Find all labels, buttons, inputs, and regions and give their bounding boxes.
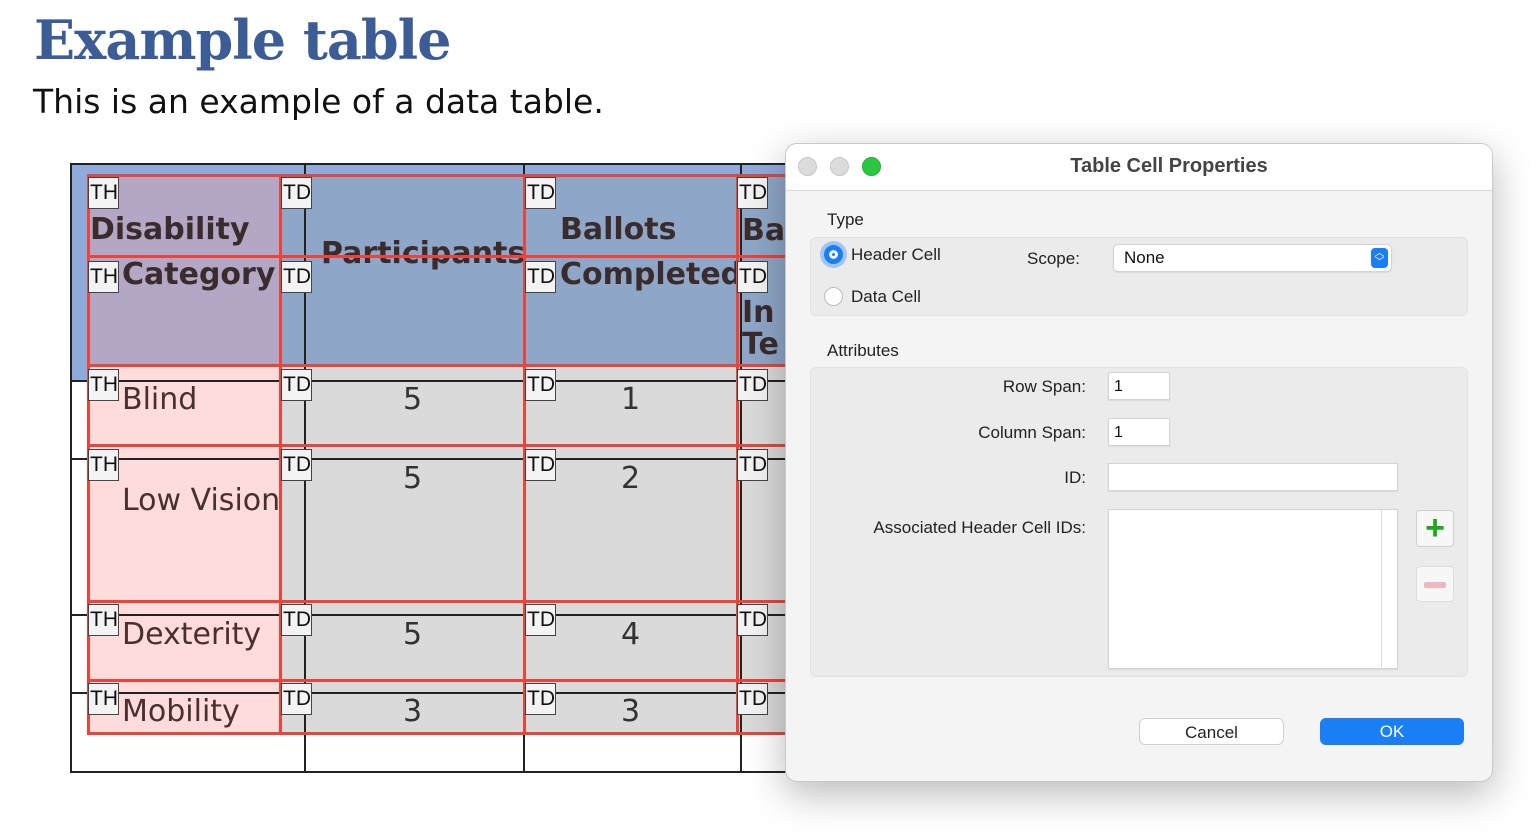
cell-tag-outline [279,364,526,447]
zoom-window-button[interactable] [862,157,881,176]
td-tag-badge: TD [281,177,312,209]
row-ballots-completed: 4 [621,617,641,652]
th-body-fill [87,364,279,732]
th-tag-badge: TH [88,369,119,401]
dialog-titlebar: Table Cell Properties [786,144,1492,191]
close-window-button[interactable] [798,157,817,176]
row-ballots-completed: 3 [621,694,641,729]
cell-tag-outline [279,679,526,735]
td-tag-badge: TD [525,261,556,293]
scope-label: Scope: [1027,249,1080,268]
list-scrollbar[interactable] [1381,510,1382,668]
td-tag-badge: TD [525,177,556,209]
td-tag-badge: TD [281,449,312,481]
table-cell-properties-dialog: Table Cell Properties Type Header Cell D… [785,143,1493,782]
header-col4-fragment: In [742,295,775,330]
row-category: Dexterity [122,617,262,652]
attributes-section-label: Attributes [827,341,899,360]
column-span-label: Column Span: [978,423,1086,442]
header-ballots: Ballots [560,212,677,247]
remove-header-id-button[interactable] [1416,566,1454,602]
row-participants: 5 [403,461,423,496]
ok-button[interactable]: OK [1320,718,1464,745]
associated-header-ids-list[interactable] [1108,509,1398,669]
td-body-fill [279,364,790,732]
row-ballots-completed: 2 [621,461,641,496]
td-tag-badge: TD [525,604,556,636]
table-gridline [70,458,790,460]
header-col4-fragment: Ba [742,213,786,248]
scope-select[interactable]: None ︿ ﹀ [1113,244,1392,272]
id-input[interactable] [1108,463,1398,491]
header-cell-radio[interactable] [824,245,843,264]
chevron-updown-icon: ︿ ﹀ [1371,248,1388,268]
th-tag-badge: TH [88,683,119,715]
td-tag-badge: TD [281,369,312,401]
header-category: Category [122,257,276,292]
column-span-input[interactable]: 1 [1108,418,1170,446]
row-span-label: Row Span: [1002,377,1086,396]
table-gridline [70,692,790,694]
row-category: Blind [122,382,198,417]
td-tag-badge: TD [281,261,312,293]
td-tag-badge: TD [525,683,556,715]
row-ballots-completed: 1 [621,382,641,417]
td-tag-badge: TD [737,449,768,481]
id-label: ID: [1064,468,1086,487]
dialog-title: Table Cell Properties [1070,155,1268,177]
header-disability: Disability [90,212,250,247]
type-section-label: Type [827,210,864,229]
th-tag-badge: TH [88,177,119,209]
page-subtitle: This is an example of a data table. [33,82,604,121]
table-gridline [70,614,790,616]
td-tag-badge: TD [525,369,556,401]
plus-icon: + [1425,509,1445,547]
cancel-button[interactable]: Cancel [1139,718,1284,745]
header-cell-label: Header Cell [851,245,941,264]
row-category: Low Vision [122,483,281,518]
td-tag-badge: TD [737,604,768,636]
th-tag-badge: TH [88,449,119,481]
data-cell-radio[interactable] [824,287,843,306]
row-category: Mobility [122,694,240,729]
cell-tag-outline [279,444,526,603]
data-cell-label: Data Cell [851,287,921,306]
cell-tag-outline [279,600,526,682]
header-participants: Participants [321,236,526,271]
td-tag-badge: TD [737,177,768,209]
cell-tag-outline [279,174,526,258]
add-header-id-button[interactable]: + [1416,510,1454,547]
scope-value: None [1124,248,1165,267]
table-gridline [70,163,72,772]
row-participants: 5 [403,382,423,417]
td-tag-badge: TD [737,683,768,715]
row-participants: 3 [403,694,423,729]
td-tag-badge: TD [525,449,556,481]
associated-header-ids-label: Associated Header Cell IDs: [873,518,1086,537]
minus-icon [1424,582,1446,588]
th-tag-badge: TH [88,604,119,636]
header-completed: Completed [560,257,743,292]
row-participants: 5 [403,617,423,652]
row-span-input[interactable]: 1 [1108,372,1170,400]
td-tag-badge: TD [737,369,768,401]
page-title: Example table [34,8,451,72]
td-tag-badge: TD [281,683,312,715]
table-gridline [70,771,790,773]
cell-tag-outline [279,255,526,367]
th-header-fill [87,174,279,364]
table-gridline [70,163,790,165]
td-tag-badge: TD [737,261,768,293]
td-tag-badge: TD [281,604,312,636]
table-gridline [70,380,790,382]
th-tag-badge: TH [88,261,119,293]
minimize-window-button[interactable] [830,157,849,176]
header-col4-fragment: Te [742,327,779,362]
